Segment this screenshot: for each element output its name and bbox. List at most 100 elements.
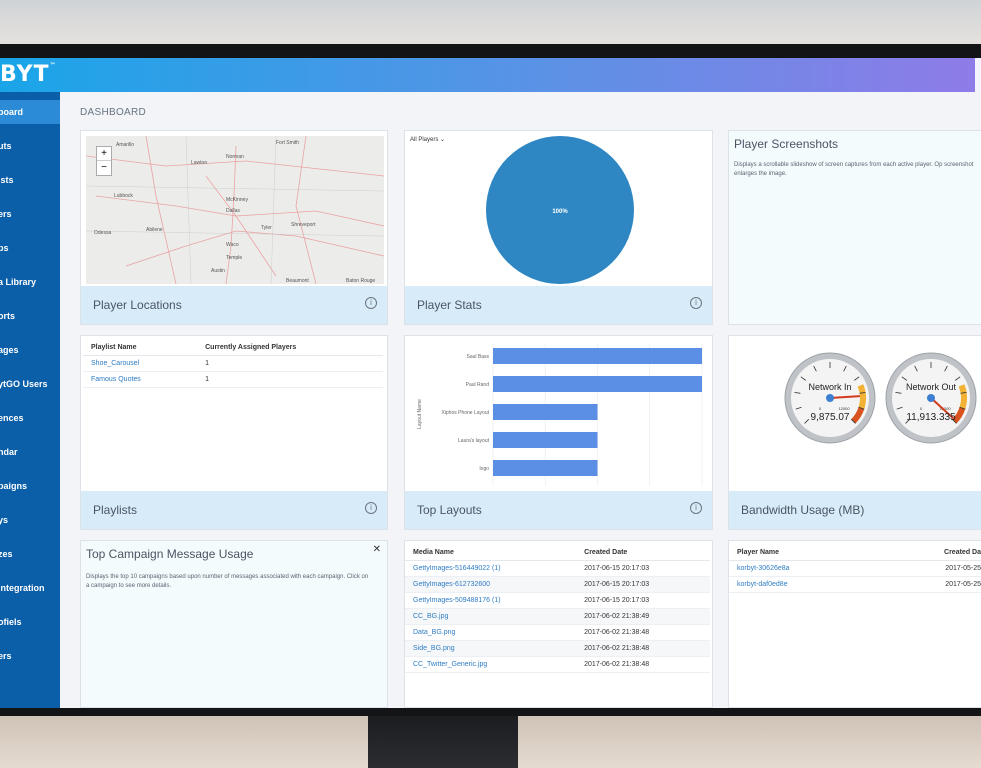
table-row[interactable]: korbyt-daf0ed8e 2017-05-25 xyxy=(729,576,981,593)
y-tick-label: Saul Bass xyxy=(466,354,489,360)
map-place-label: Lawton xyxy=(191,160,208,166)
close-icon[interactable]: ✕ xyxy=(372,544,381,555)
gauge-tick xyxy=(859,391,866,394)
main-content: DASHBOARD xyxy=(60,92,981,708)
table-cell-link[interactable]: Famous Quotes xyxy=(83,371,198,388)
table-row[interactable]: Famous Quotes 1 xyxy=(83,371,383,388)
pie-slice[interactable] xyxy=(486,136,634,284)
bar xyxy=(493,460,598,476)
media-card: Media Name Created Date GettyImages-5164… xyxy=(404,540,713,708)
table-cell-link[interactable]: GettyImages-516449022 (1) xyxy=(405,560,577,577)
table-cell-link[interactable]: Data_BG.png xyxy=(405,624,577,641)
table-row[interactable]: GettyImages-612732600 2017-06-15 20:17:03 xyxy=(405,576,710,593)
map-place-label: Beaumont xyxy=(286,278,309,284)
gauge-needle xyxy=(829,395,861,399)
sidebar-item[interactable]: a Library xyxy=(0,277,37,287)
table-cell-link[interactable]: CC_BG.jpg xyxy=(405,608,577,625)
bandwidth-card: Network In 0 12000 9,875.07 Network Out 0 1200… xyxy=(728,335,981,530)
y-tick-label: Laura's layout xyxy=(458,438,490,444)
table-cell: 2017-06-15 20:17:03 xyxy=(576,592,710,609)
table-cell: 1 xyxy=(197,371,383,388)
table-row[interactable]: Side_BG.png 2017-06-02 21:38:48 xyxy=(405,640,710,657)
player-filter-dropdown[interactable]: All Players ⌄ xyxy=(410,136,445,143)
sidebar-item[interactable]: zes xyxy=(0,549,13,559)
sidebar-item[interactable]: ences xyxy=(0,413,24,423)
table-row[interactable]: GettyImages-516449022 (1) 2017-06-15 20:1… xyxy=(405,560,710,577)
gauge-tick xyxy=(895,391,902,394)
bar xyxy=(493,432,598,448)
gauge-min-label: 0 xyxy=(819,406,822,411)
zoom-in-button[interactable]: + xyxy=(97,147,111,161)
info-icon[interactable]: i xyxy=(365,297,377,309)
gauge-max-label: 12000 xyxy=(838,406,850,411)
table-cell-link[interactable]: GettyImages-612732600 xyxy=(405,576,577,593)
table-cell: 2017-06-02 21:38:48 xyxy=(576,656,710,673)
player-screenshots-card: Player Screenshots Displays a scrollable… xyxy=(728,130,981,325)
sidebar-item[interactable]: ers xyxy=(0,651,12,661)
sidebar-item[interactable]: uts xyxy=(0,141,12,151)
sidebar-item[interactable]: ages xyxy=(0,345,19,355)
table-cell-link[interactable]: korbyt-30626e8a xyxy=(729,560,876,577)
logo-text: BYT xyxy=(0,62,50,87)
table-row[interactable]: CC_Twitter_Generic.jpg 2017-06-02 21:38:4… xyxy=(405,656,710,673)
gauge-label: Network Out xyxy=(906,382,957,392)
sidebar-item[interactable]: Integration xyxy=(0,583,45,593)
column-header[interactable]: Currently Assigned Players xyxy=(197,340,383,356)
player-map[interactable]: + − Amarillo Lawton Norman Fort Smith Lubboc… xyxy=(85,135,385,285)
zoom-out-button[interactable]: − xyxy=(101,162,107,173)
column-header[interactable]: Media Name xyxy=(405,545,577,561)
column-header[interactable]: Created Date xyxy=(576,545,710,561)
sidebar-item[interactable]: ytGO Users xyxy=(0,379,48,389)
column-header[interactable]: Player Name xyxy=(729,545,876,561)
card-title: Top Campaign Message Usage xyxy=(86,547,254,561)
map-place-label: Fort Smith xyxy=(276,140,300,146)
table-cell-link[interactable]: CC_Twitter_Generic.jpg xyxy=(405,656,577,673)
gauge-needle xyxy=(930,397,954,419)
sidebar-nav: board uts ists ers ps a Library orts ages ytGO U… xyxy=(0,92,60,708)
column-header[interactable]: Playlist Name xyxy=(83,340,198,356)
gauge-label: Network In xyxy=(808,382,851,392)
gauge-tick xyxy=(955,376,961,381)
sidebar-item[interactable]: ists xyxy=(0,175,14,185)
info-icon[interactable]: i xyxy=(365,502,377,514)
table-row[interactable]: CC_BG.jpg 2017-06-02 21:38:49 xyxy=(405,608,710,625)
table-row[interactable]: GettyImages-509488176 (1) 2017-06-15 20:1… xyxy=(405,592,710,609)
gauge-value: 9,875.07 xyxy=(811,412,850,423)
card-description: Displays the top 10 campaigns based upon… xyxy=(86,574,369,589)
table-cell-link[interactable]: Shoe_Carousel xyxy=(83,355,198,372)
sidebar-item[interactable]: paigns xyxy=(0,481,28,491)
gauge-range xyxy=(958,384,967,410)
gauge-tick xyxy=(804,418,810,424)
info-icon[interactable]: i xyxy=(690,502,702,514)
table-cell-link[interactable]: Side_BG.png xyxy=(405,640,577,657)
map-place-label: Odessa xyxy=(94,230,112,236)
table-cell-link[interactable]: GettyImages-509488176 (1) xyxy=(405,592,577,609)
table-cell-link[interactable]: korbyt-daf0ed8e xyxy=(729,576,876,593)
gauge-tick xyxy=(813,365,817,372)
table-cell: 1 xyxy=(197,355,383,372)
gauge-tick xyxy=(959,406,966,410)
sidebar-item[interactable]: ofiels xyxy=(0,617,22,627)
table-cell: 2017-06-02 21:38:48 xyxy=(576,640,710,657)
table-row[interactable]: korbyt-30626e8a 2017-05-25 xyxy=(729,560,981,577)
filter-value: All Players xyxy=(410,137,439,143)
table-cell: 2017-06-02 21:38:49 xyxy=(576,608,710,625)
card-footer: Playlists i xyxy=(81,491,387,529)
sidebar-item[interactable]: orts xyxy=(0,311,16,321)
sidebar-item[interactable]: ndar xyxy=(0,447,18,457)
sidebar-item[interactable]: ers xyxy=(0,209,12,219)
sidebar-item[interactable]: ps xyxy=(0,243,9,253)
table-row[interactable]: Shoe_Carousel 1 xyxy=(83,355,383,372)
map-place-label: Lubbock xyxy=(114,193,133,199)
sidebar-item[interactable]: ys xyxy=(0,515,9,525)
card-title: Player Stats xyxy=(417,298,482,312)
column-header[interactable]: Created Da xyxy=(875,545,981,561)
info-icon[interactable]: i xyxy=(690,297,702,309)
table-cell: 2017-06-15 20:17:03 xyxy=(576,576,710,593)
sidebar-item[interactable]: board xyxy=(0,100,60,124)
app-logo[interactable]: BYT™ xyxy=(0,62,57,87)
pie-slice-label: 100% xyxy=(552,209,568,215)
table-row[interactable]: Data_BG.png 2017-06-02 21:38:48 xyxy=(405,624,710,641)
